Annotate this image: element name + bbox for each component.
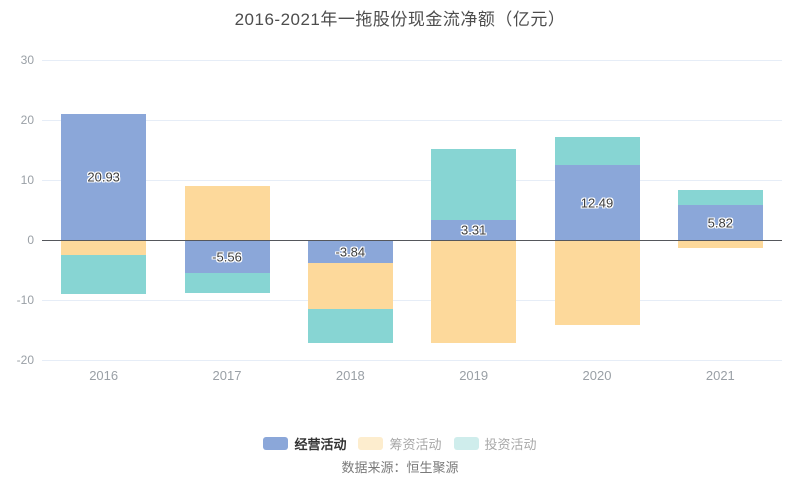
x-axis-label: 2016: [89, 368, 119, 383]
legend-swatch-financing-icon: [358, 437, 384, 450]
legend-item-investing[interactable]: 投资活动: [453, 434, 537, 453]
bar-segment[interactable]: [61, 114, 147, 240]
y-axis-tick-label: -10: [16, 293, 34, 307]
bar-value-label: 5.82: [707, 215, 733, 231]
bar-segment[interactable]: [184, 186, 270, 240]
bar-value-label: 12.49: [580, 195, 614, 211]
y-axis-tick-label: 0: [27, 233, 34, 247]
legend: 经营活动 筹资活动 投资活动: [0, 434, 800, 453]
zero-axis-line: [42, 240, 782, 241]
bar-value-label: -3.84: [335, 244, 366, 260]
gridline: [42, 180, 782, 181]
bar-segment[interactable]: [677, 205, 763, 240]
bar-segment[interactable]: [677, 190, 763, 206]
legend-label-financing: 筹资活动: [389, 437, 442, 452]
legend-label-investing: 投资活动: [484, 437, 537, 452]
bar-segment[interactable]: [61, 255, 147, 294]
legend-label-operating: 经营活动: [294, 437, 347, 452]
chart-title: 2016-2021年一拖股份现金流净额（亿元）: [234, 10, 566, 29]
y-axis-tick-label: 10: [20, 173, 34, 187]
data-source: 数据来源：恒生聚源: [341, 460, 459, 475]
gridline: [42, 360, 782, 361]
gridline: [42, 120, 782, 121]
bar-value-label: -5.56: [212, 249, 242, 265]
bar-value-label: 3.31: [461, 222, 487, 238]
y-axis-tick-label: 20: [20, 113, 34, 127]
legend-item-operating[interactable]: 经营活动: [263, 434, 346, 453]
gridline: [42, 60, 782, 61]
bar-segment[interactable]: [431, 220, 517, 240]
x-axis-label: 2017: [212, 368, 242, 383]
x-axis-label: 2019: [459, 368, 489, 383]
x-axis-label: 2020: [582, 368, 612, 383]
bar-segment[interactable]: [431, 240, 517, 343]
bar-segment[interactable]: [307, 309, 393, 343]
bar-value-label: 20.93: [87, 169, 120, 185]
bar-segment[interactable]: [307, 240, 393, 264]
bar-segment[interactable]: [554, 136, 640, 166]
y-axis-tick-label: -20: [16, 353, 34, 367]
legend-swatch-operating-icon: [263, 437, 289, 450]
x-axis-label: 2021: [705, 368, 735, 383]
bar-segment[interactable]: [184, 273, 270, 293]
bar-segment[interactable]: [61, 240, 147, 255]
legend-item-financing[interactable]: 筹资活动: [358, 434, 442, 453]
bar-segment[interactable]: [554, 165, 640, 240]
gridline: [42, 300, 782, 301]
legend-swatch-investing-icon: [453, 437, 479, 450]
y-axis-tick-label: 30: [20, 53, 34, 67]
bar-segment[interactable]: [431, 148, 517, 221]
x-axis-label: 2018: [335, 368, 365, 383]
bar-segment[interactable]: [184, 240, 270, 274]
bar-segment[interactable]: [307, 263, 393, 310]
bar-segment[interactable]: [677, 240, 763, 249]
bar-segment[interactable]: [554, 240, 640, 326]
